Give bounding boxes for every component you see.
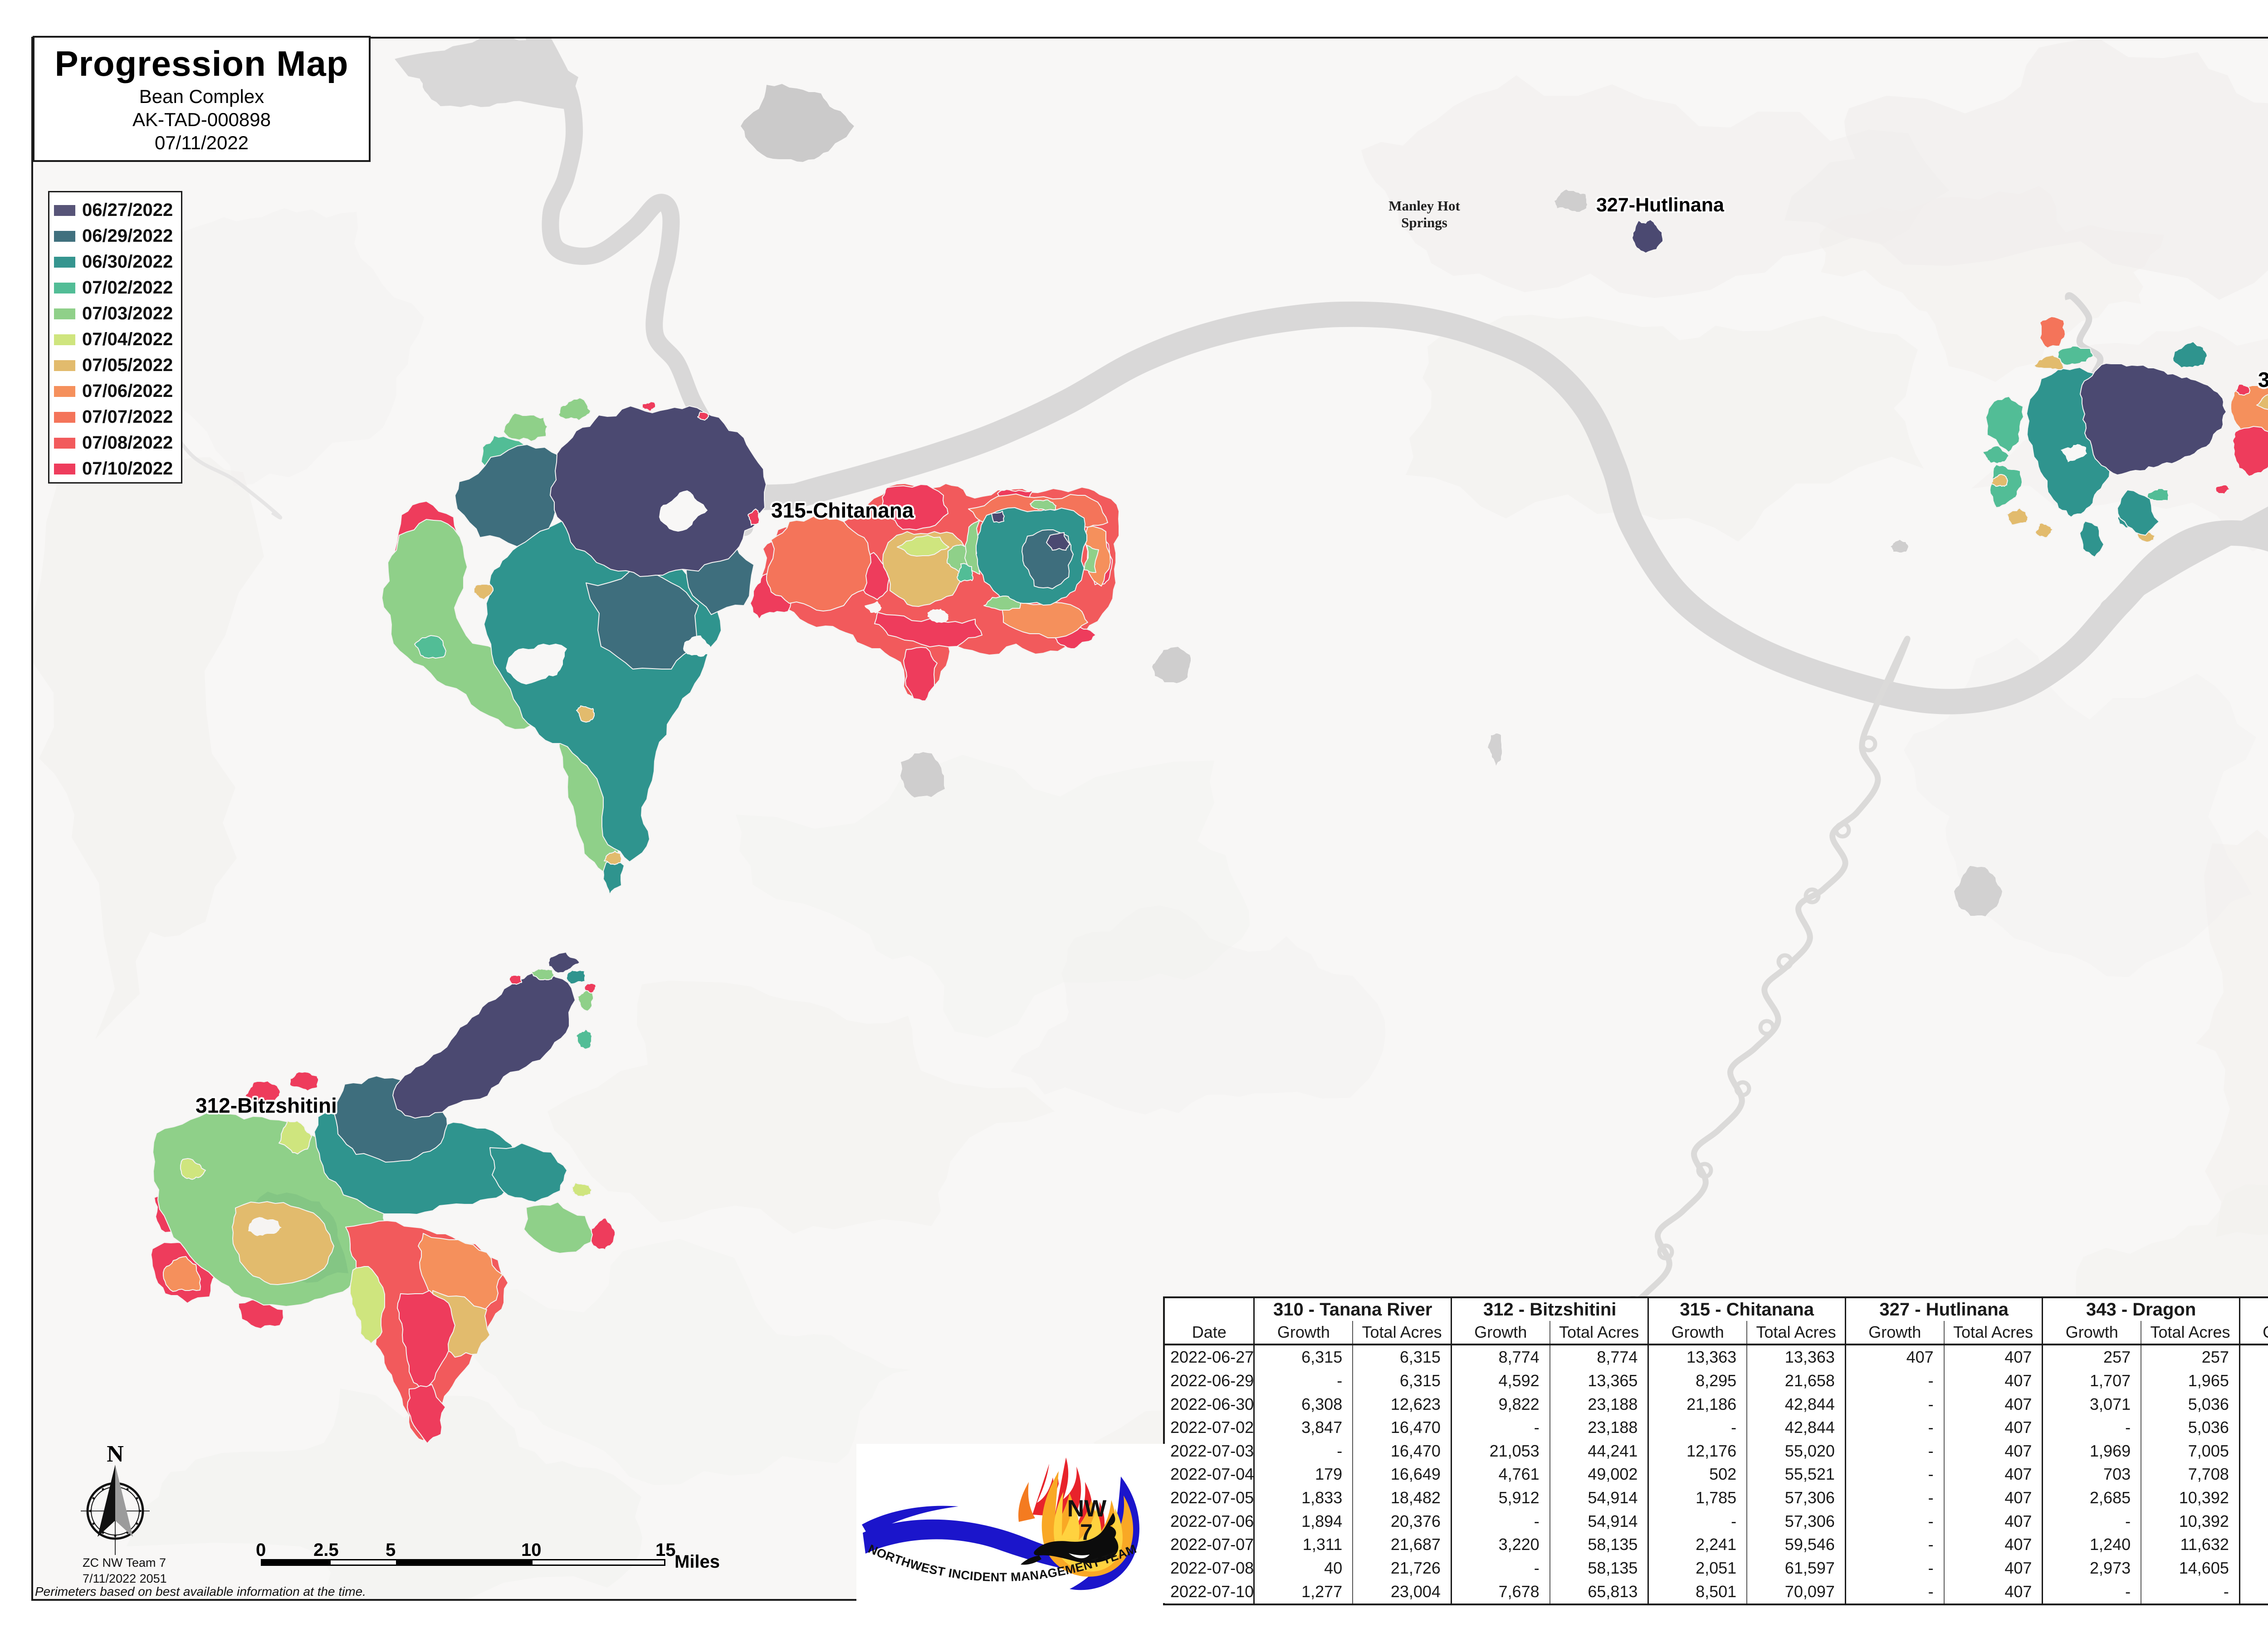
svg-text:NW: NW [1067,1496,1107,1522]
svg-text:N: N [107,1441,124,1467]
